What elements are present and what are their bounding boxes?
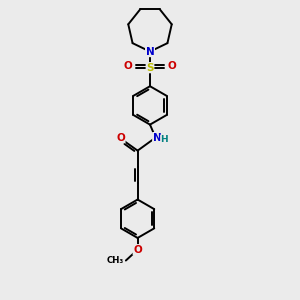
Text: O: O: [116, 133, 125, 142]
Text: CH₃: CH₃: [107, 256, 124, 265]
Text: H: H: [160, 135, 168, 144]
Text: O: O: [168, 61, 177, 71]
Text: O: O: [133, 245, 142, 255]
Text: O: O: [123, 61, 132, 71]
Text: N: N: [153, 133, 161, 142]
Text: N: N: [146, 46, 154, 56]
Text: S: S: [146, 63, 154, 73]
